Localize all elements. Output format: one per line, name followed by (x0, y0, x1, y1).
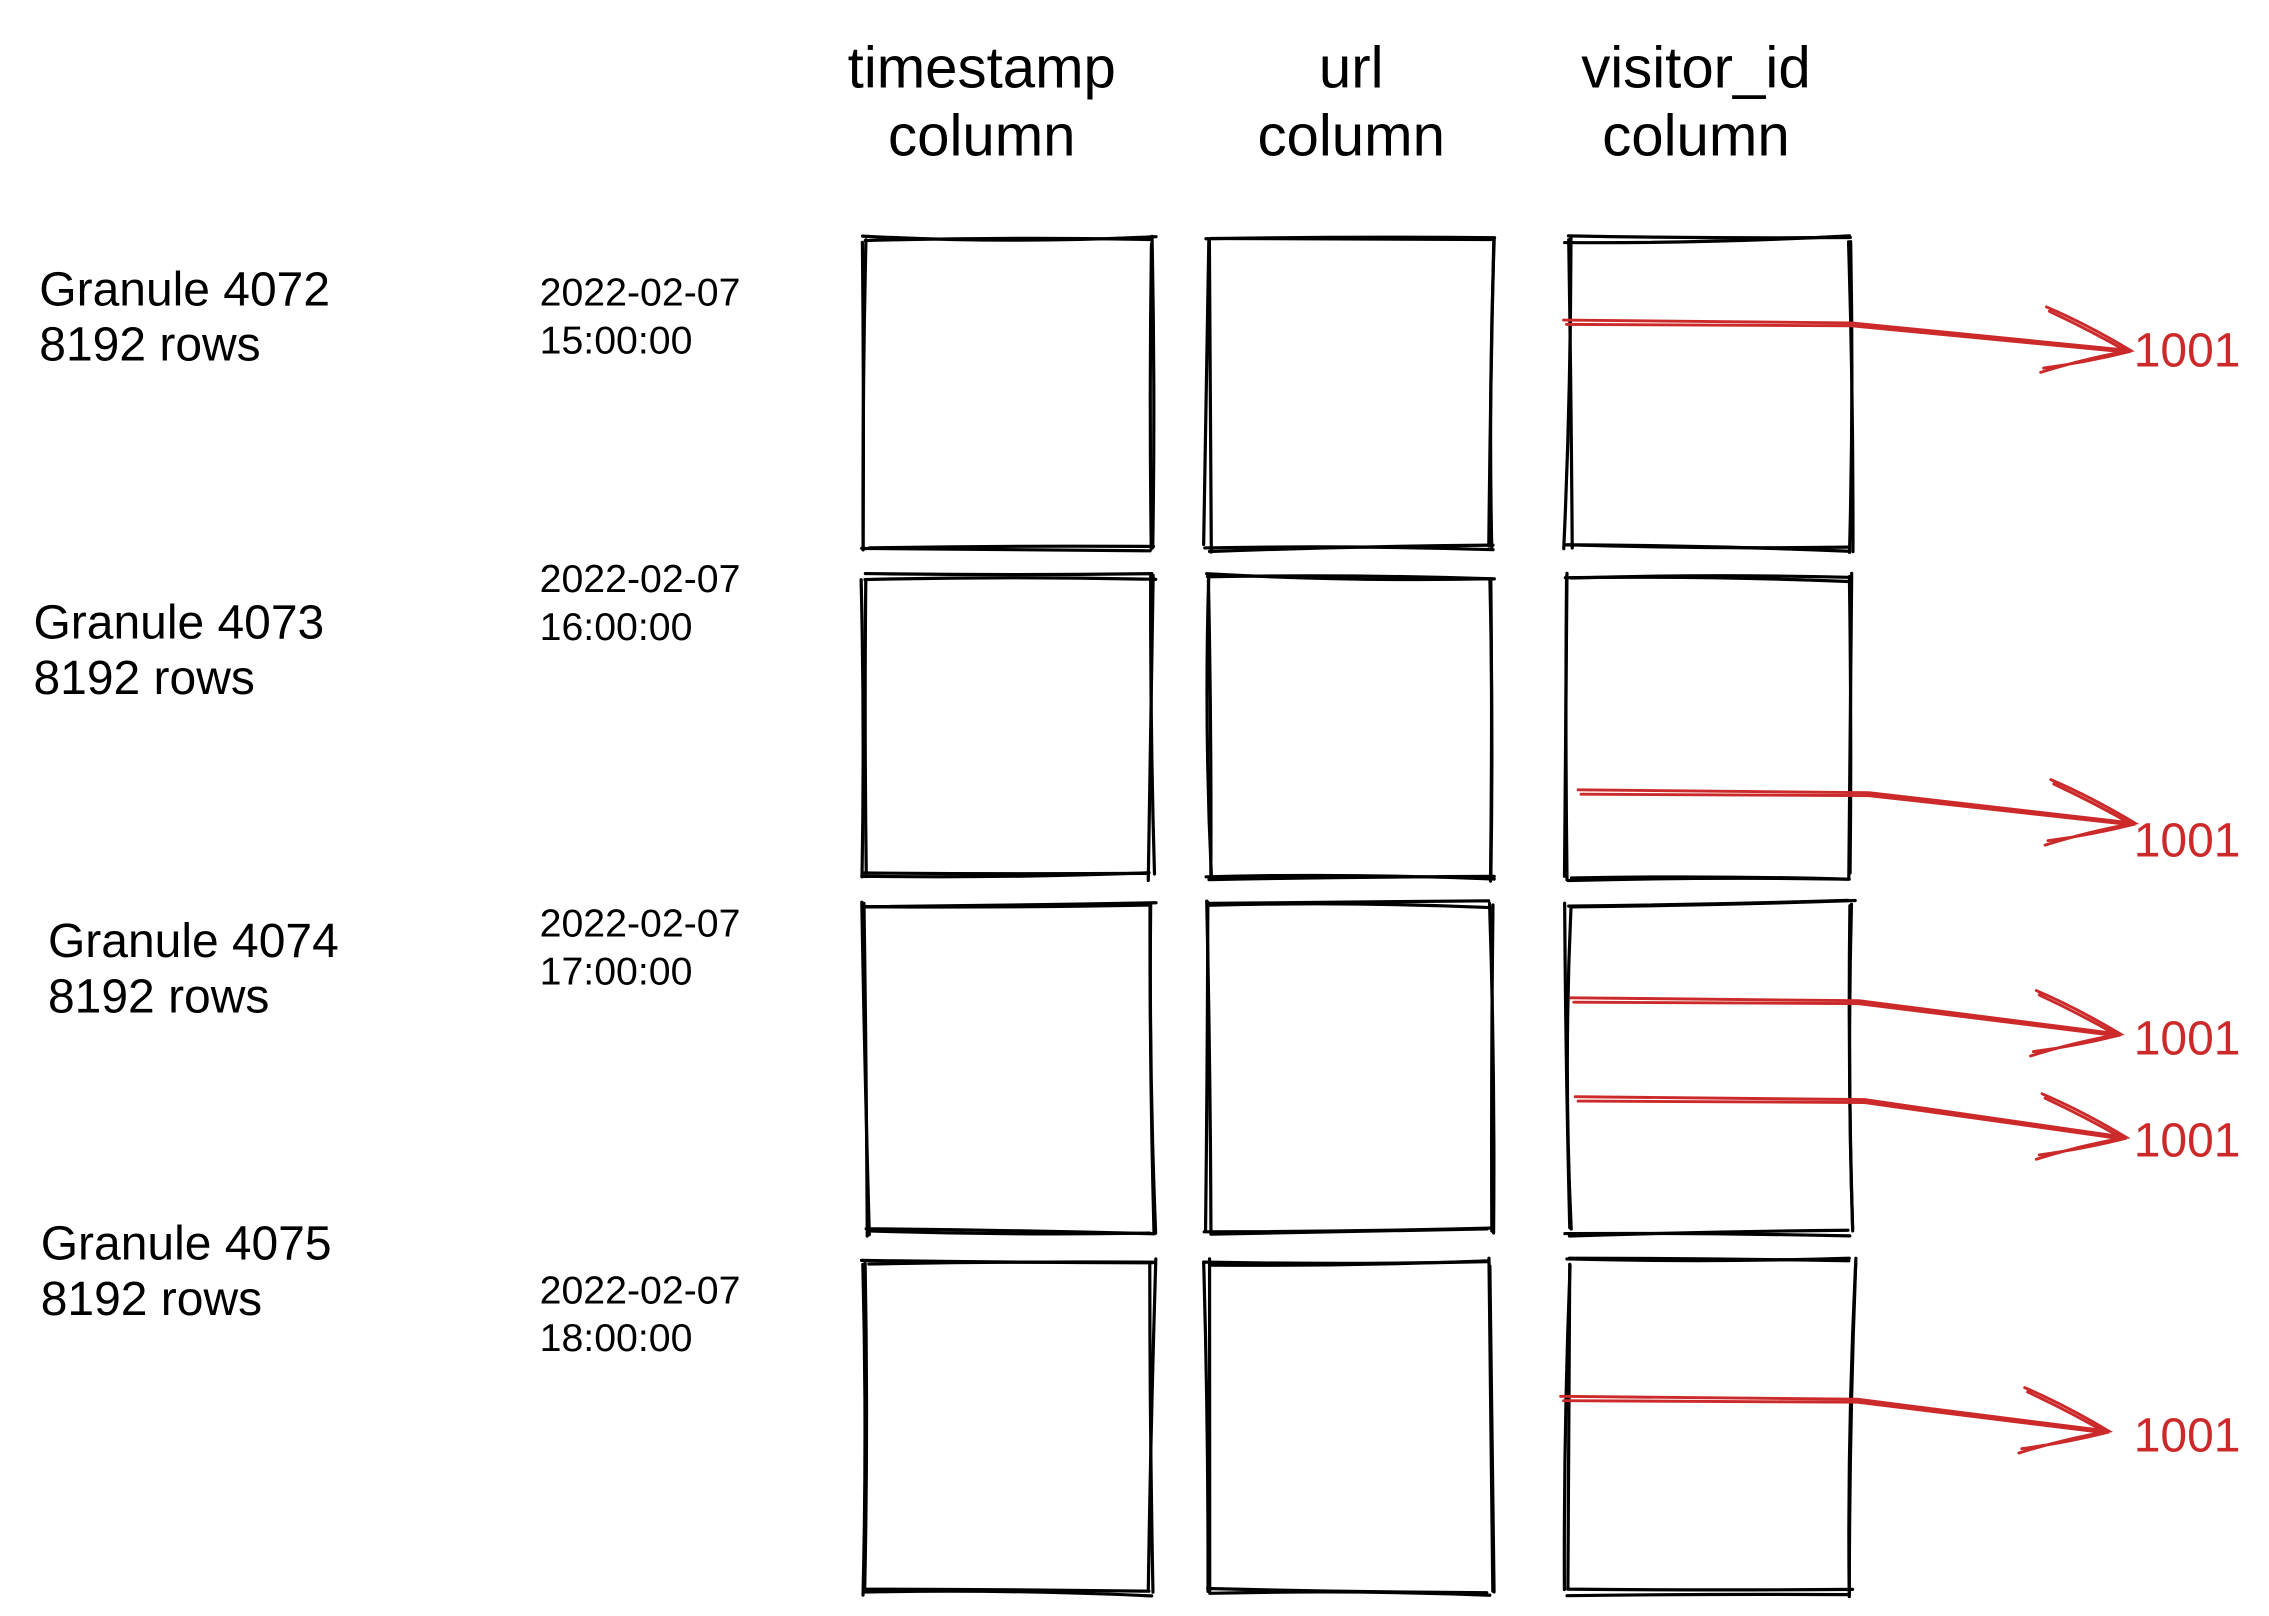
arrow-icon (1576, 778, 2140, 847)
column-block-timestamp (860, 234, 1158, 553)
block-outline (1566, 1256, 1858, 1595)
block-outline (1204, 572, 1496, 881)
granule-min-date: 2022-02-07 (540, 1268, 741, 1312)
granule-min-time: 17:00:00 (540, 950, 693, 994)
column-block-visitor-id (1562, 234, 1855, 554)
column-block-url (1204, 572, 1496, 883)
match-value: 1001 (2134, 1114, 2241, 1167)
block-outline (859, 571, 1157, 879)
block-outline (859, 1257, 1158, 1593)
block-outline (1202, 1259, 1496, 1597)
match-arrow (1559, 1386, 2114, 1455)
column-block-timestamp (860, 900, 1158, 1238)
block-outline (860, 900, 1156, 1237)
header-line: column (888, 104, 1075, 169)
header-line: visitor_id (1581, 35, 1810, 100)
granule-min-time: 15:00:00 (540, 318, 693, 362)
block-outline (1205, 574, 1496, 883)
granule-name: Granule 4075 (41, 1218, 332, 1271)
match-arrow (1569, 989, 2125, 1058)
match-arrow (1573, 1092, 2131, 1161)
column-block-visitor-id (1562, 571, 1854, 883)
granule-min-date: 2022-02-07 (540, 902, 741, 946)
block-outline (861, 1260, 1156, 1598)
match-value: 1001 (2134, 815, 2241, 868)
arrow-icon (1562, 305, 2135, 374)
match-value: 1001 (2134, 1410, 2241, 1463)
block-outline (1202, 1256, 1495, 1595)
block-outline (860, 901, 1158, 1238)
match-arrow (1576, 778, 2140, 847)
granule-rows: 8192 rows (41, 1273, 262, 1326)
granule-rows: 8192 rows (48, 970, 269, 1023)
column-block-url (1202, 1256, 1496, 1597)
column-block-timestamp (859, 571, 1158, 883)
block-outline (1562, 1256, 1858, 1599)
header-line: timestamp (848, 35, 1116, 100)
block-outline (1563, 571, 1854, 882)
block-outline (1562, 234, 1855, 554)
column-header-visitor-id: visitor_id column (1581, 35, 1810, 168)
block-outline (1207, 236, 1496, 554)
block-outline (862, 573, 1158, 883)
header-line: column (1602, 104, 1789, 169)
header-line: column (1257, 104, 1444, 169)
block-outline (1565, 898, 1855, 1238)
block-outline (1565, 234, 1854, 554)
column-block-url (1202, 899, 1496, 1236)
column-header-timestamp: timestamp column (848, 35, 1116, 168)
column-block-visitor-id (1562, 1256, 1858, 1599)
arrow-icon (1573, 1092, 2131, 1161)
match-value: 1001 (2134, 1013, 2241, 1066)
arrow-icon (1559, 1386, 2114, 1455)
match-arrow (1562, 305, 2135, 374)
granule-min-time: 16:00:00 (540, 605, 693, 649)
block-outline (1205, 899, 1495, 1236)
arrow-icon (1569, 989, 2125, 1058)
block-outline (1202, 899, 1496, 1235)
granule-column-blocks (859, 234, 1858, 1599)
column-block-url (1202, 235, 1497, 554)
granule-rows: 8192 rows (33, 652, 254, 705)
granule-min-time: 18:00:00 (540, 1316, 693, 1360)
granule-rows: 8192 rows (39, 319, 260, 372)
column-header-url: url column (1257, 35, 1444, 168)
column-block-timestamp (859, 1257, 1158, 1598)
block-outline (1562, 571, 1853, 883)
block-outline (860, 234, 1158, 551)
granule-name: Granule 4072 (39, 263, 330, 316)
match-arrows (1559, 305, 2140, 1455)
granule-name: Granule 4074 (48, 915, 339, 968)
match-value: 1001 (2134, 325, 2241, 378)
granule-min-date: 2022-02-07 (540, 270, 741, 314)
block-outline (860, 234, 1156, 553)
block-outline (1563, 898, 1857, 1238)
granule-min-date: 2022-02-07 (540, 557, 741, 601)
granule-name: Granule 4073 (33, 597, 324, 650)
block-outline (1202, 235, 1497, 552)
column-block-visitor-id (1563, 898, 1857, 1238)
header-line: url (1319, 35, 1384, 100)
